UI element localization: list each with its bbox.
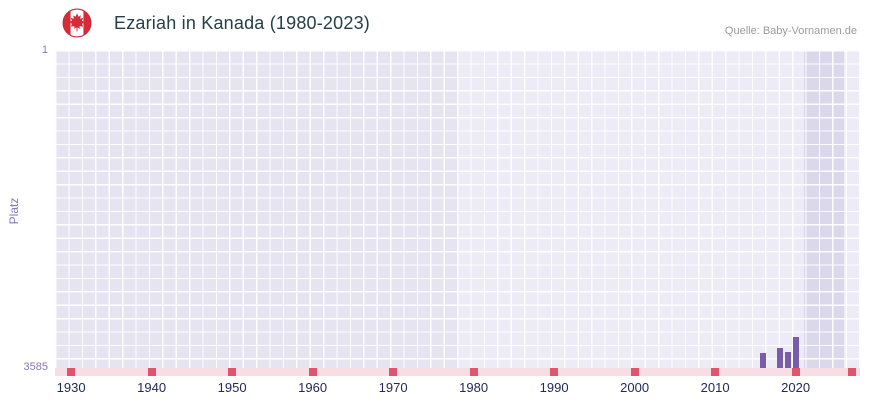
x-axis-strip	[55, 368, 860, 376]
x-tick-label: 1970	[378, 380, 408, 395]
x-axis-tick	[469, 368, 478, 376]
page-title: Ezariah in Kanada (1980-2023)	[114, 13, 370, 33]
x-tick-label: 1980	[459, 380, 489, 395]
canada-flag-icon	[62, 8, 92, 38]
x-axis-tick	[550, 368, 559, 376]
x-tick-label: 1960	[298, 380, 328, 395]
x-tick-label: 1930	[56, 380, 86, 395]
x-tick-label: 1940	[137, 380, 167, 395]
y-axis-label-top: 1	[41, 44, 48, 56]
rank-bar-2020[interactable]	[792, 337, 799, 368]
x-tick-label: 2010	[700, 380, 730, 395]
x-tick-label: 1950	[217, 380, 247, 395]
bars-layer	[55, 50, 860, 368]
x-axis-labels: 1930 1940 1950 1960 1970 1980 1990 2000 2010 2020	[55, 380, 860, 398]
x-axis-tick	[630, 368, 639, 376]
rank-bar-2018[interactable]	[776, 348, 783, 368]
x-axis-tick	[847, 368, 856, 376]
x-axis-tick	[389, 368, 398, 376]
x-axis-tick	[711, 368, 720, 376]
x-tick-label: 2020	[781, 380, 811, 395]
x-axis-tick	[67, 368, 76, 376]
y-axis-label-bottom: 3585	[23, 361, 48, 373]
x-axis-tick	[791, 368, 800, 376]
x-axis-tick	[228, 368, 237, 376]
rank-bar-2019[interactable]	[784, 352, 791, 368]
x-axis-tick	[147, 368, 156, 376]
y-axis-title: Platz	[7, 197, 21, 225]
rank-bar-2016[interactable]	[760, 353, 767, 368]
x-tick-label: 1990	[539, 380, 569, 395]
plot-area	[55, 50, 860, 368]
x-axis-tick	[308, 368, 317, 376]
x-tick-label: 2000	[620, 380, 650, 395]
source-credit: Quelle: Baby-Vornamen.de	[724, 25, 857, 37]
